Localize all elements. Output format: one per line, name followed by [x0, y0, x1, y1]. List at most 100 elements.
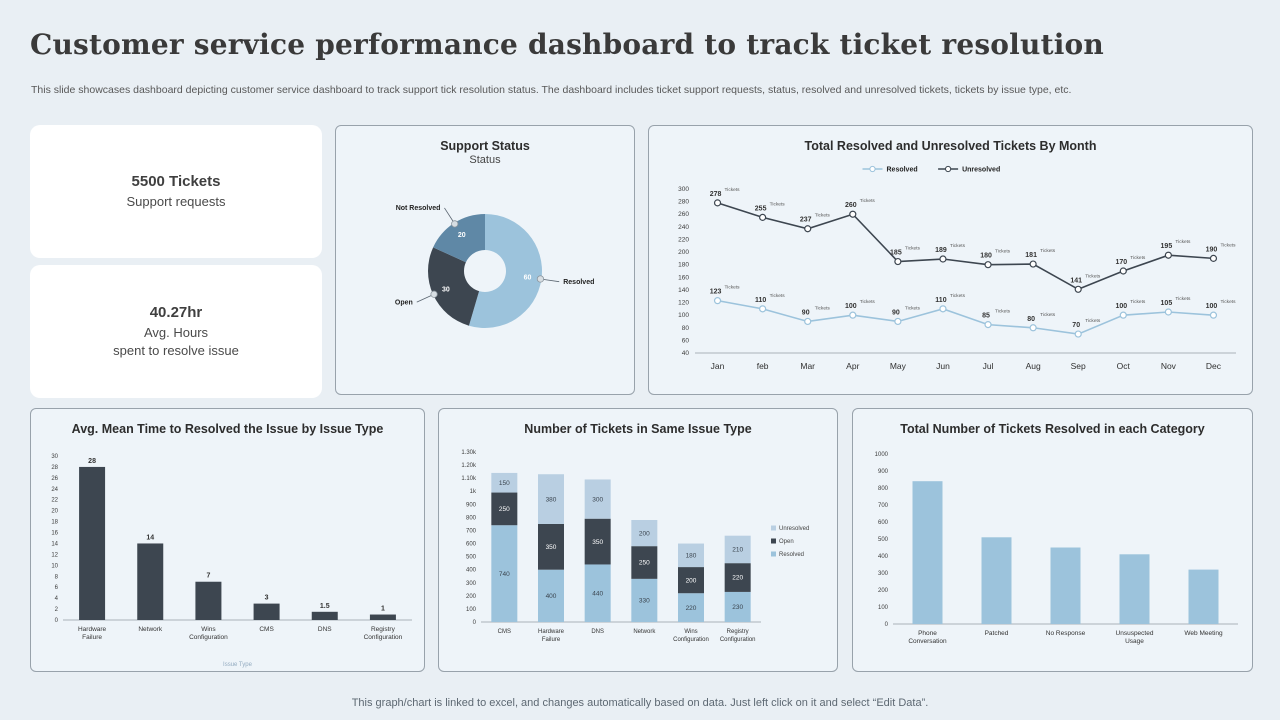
svg-text:Tickets: Tickets — [815, 305, 831, 311]
svg-text:200: 200 — [878, 588, 889, 594]
svg-text:May: May — [890, 361, 907, 371]
svg-text:Phone: Phone — [918, 630, 937, 637]
svg-text:Tickets: Tickets — [815, 213, 831, 219]
svg-text:Failure: Failure — [542, 637, 561, 643]
svg-text:240: 240 — [678, 224, 689, 231]
kpi-label-hours-1: Avg. Hours — [143, 324, 209, 340]
svg-text:250: 250 — [499, 506, 510, 513]
svg-text:180: 180 — [980, 253, 992, 260]
svg-text:Not Resolved: Not Resolved — [396, 205, 441, 212]
svg-text:200: 200 — [466, 594, 477, 600]
svg-text:1: 1 — [381, 606, 385, 613]
svg-text:500: 500 — [466, 555, 477, 561]
svg-text:Configuration: Configuration — [720, 637, 756, 643]
svg-text:28: 28 — [88, 458, 96, 465]
svg-text:600: 600 — [878, 520, 889, 526]
svg-text:1k: 1k — [470, 489, 477, 495]
svg-text:30: 30 — [442, 286, 450, 293]
svg-text:100: 100 — [878, 605, 889, 611]
svg-text:Jan: Jan — [711, 361, 725, 371]
svg-text:220: 220 — [686, 605, 697, 612]
svg-text:40: 40 — [682, 350, 690, 357]
svg-text:260: 260 — [678, 211, 689, 218]
svg-text:16: 16 — [51, 531, 58, 537]
mean-time-title: Avg. Mean Time to Resolved the Issue by … — [71, 422, 384, 436]
svg-text:Tickets: Tickets — [770, 201, 786, 207]
monthly-tickets-title: Total Resolved and Unresolved Tickets By… — [804, 139, 1097, 153]
svg-text:Tickets: Tickets — [1220, 242, 1236, 248]
svg-text:Conversation: Conversation — [908, 638, 947, 645]
svg-text:120: 120 — [678, 300, 689, 307]
svg-text:10: 10 — [51, 563, 58, 569]
svg-text:Resolved: Resolved — [563, 279, 594, 286]
same-issue-title: Number of Tickets in Same Issue Type — [524, 422, 752, 436]
svg-text:Tickets: Tickets — [1085, 273, 1101, 279]
svg-text:70: 70 — [1072, 322, 1080, 329]
svg-text:Configuration: Configuration — [673, 637, 709, 643]
svg-text:feb: feb — [757, 361, 769, 371]
svg-text:Dec: Dec — [1206, 361, 1222, 371]
svg-text:400: 400 — [546, 593, 557, 600]
svg-text:Jun: Jun — [936, 361, 950, 371]
svg-text:DNS: DNS — [318, 626, 332, 633]
svg-text:260: 260 — [845, 202, 857, 209]
svg-text:Tickets: Tickets — [1040, 248, 1056, 254]
monthly-tickets-panel: Total Resolved and Unresolved Tickets By… — [648, 125, 1253, 395]
svg-text:140: 140 — [678, 287, 689, 294]
svg-text:237: 237 — [800, 217, 812, 224]
svg-text:Apr: Apr — [846, 361, 859, 371]
svg-text:1.5: 1.5 — [320, 603, 330, 610]
svg-text:400: 400 — [878, 554, 889, 560]
page-subtitle: This slide showcases dashboard depicting… — [31, 84, 1072, 96]
svg-text:110: 110 — [935, 297, 946, 304]
svg-text:110: 110 — [755, 297, 766, 304]
svg-text:Tickets: Tickets — [1085, 318, 1101, 324]
page-title: Customer service performance dashboard t… — [30, 28, 1104, 61]
svg-text:CMS: CMS — [259, 626, 274, 633]
svg-text:Tickets: Tickets — [1175, 296, 1191, 302]
svg-text:Tickets: Tickets — [1130, 299, 1146, 305]
support-status-donut-chart[interactable]: 60 Resolved 30 Open 20 Not Resolved — [336, 168, 634, 380]
svg-text:60: 60 — [682, 337, 690, 344]
svg-text:85: 85 — [982, 313, 990, 320]
kpi-label-tickets: Support requests — [126, 193, 226, 209]
svg-text:Tickets: Tickets — [860, 198, 876, 204]
svg-text:7: 7 — [206, 573, 210, 580]
svg-text:150: 150 — [499, 480, 510, 487]
svg-text:3: 3 — [265, 595, 269, 602]
svg-text:24: 24 — [51, 487, 58, 493]
support-status-subtitle: Status — [469, 154, 501, 166]
svg-text:700: 700 — [466, 528, 477, 534]
mean-time-bar-chart[interactable]: 02468101214161820222426283028HardwareFai… — [31, 438, 424, 670]
svg-text:30: 30 — [51, 454, 58, 460]
svg-text:300: 300 — [678, 186, 689, 193]
svg-text:Tickets: Tickets — [860, 299, 876, 305]
svg-text:200: 200 — [686, 577, 697, 584]
svg-text:Network: Network — [633, 629, 656, 635]
svg-text:Open: Open — [779, 539, 794, 545]
svg-text:Tickets: Tickets — [725, 187, 741, 193]
svg-text:Resolved: Resolved — [887, 167, 918, 174]
svg-text:Configuration: Configuration — [364, 634, 403, 641]
same-issue-stacked-chart[interactable]: 0 100 200 300 400 500 600 700 800 900 1k 1.10k 1.20k… — [439, 438, 837, 670]
svg-text:210: 210 — [732, 547, 743, 554]
svg-text:Tickets: Tickets — [1130, 255, 1146, 261]
svg-text:189: 189 — [935, 247, 947, 254]
category-bar-chart[interactable]: 0 100 200 300 400 500 600 700 800 900 1000 PhoneCon… — [853, 438, 1252, 670]
svg-text:180: 180 — [686, 553, 697, 560]
monthly-tickets-line-chart[interactable]: 40 60 80 100 120 140 160 180 200 220 240 260 280 300 J… — [649, 155, 1252, 383]
svg-text:100: 100 — [845, 303, 857, 310]
svg-text:Tickets: Tickets — [1175, 239, 1191, 245]
svg-text:300: 300 — [878, 571, 889, 577]
svg-text:180: 180 — [678, 262, 689, 269]
svg-text:80: 80 — [1027, 316, 1035, 323]
svg-text:123: 123 — [710, 289, 722, 296]
svg-text:Wins: Wins — [201, 626, 216, 633]
svg-text:Mar: Mar — [800, 361, 815, 371]
svg-text:230: 230 — [732, 604, 743, 611]
svg-text:22: 22 — [51, 498, 58, 504]
svg-text:26: 26 — [51, 476, 58, 482]
mean-time-panel: Avg. Mean Time to Resolved the Issue by … — [30, 408, 425, 672]
svg-text:280: 280 — [678, 199, 689, 206]
svg-text:100: 100 — [466, 607, 477, 613]
